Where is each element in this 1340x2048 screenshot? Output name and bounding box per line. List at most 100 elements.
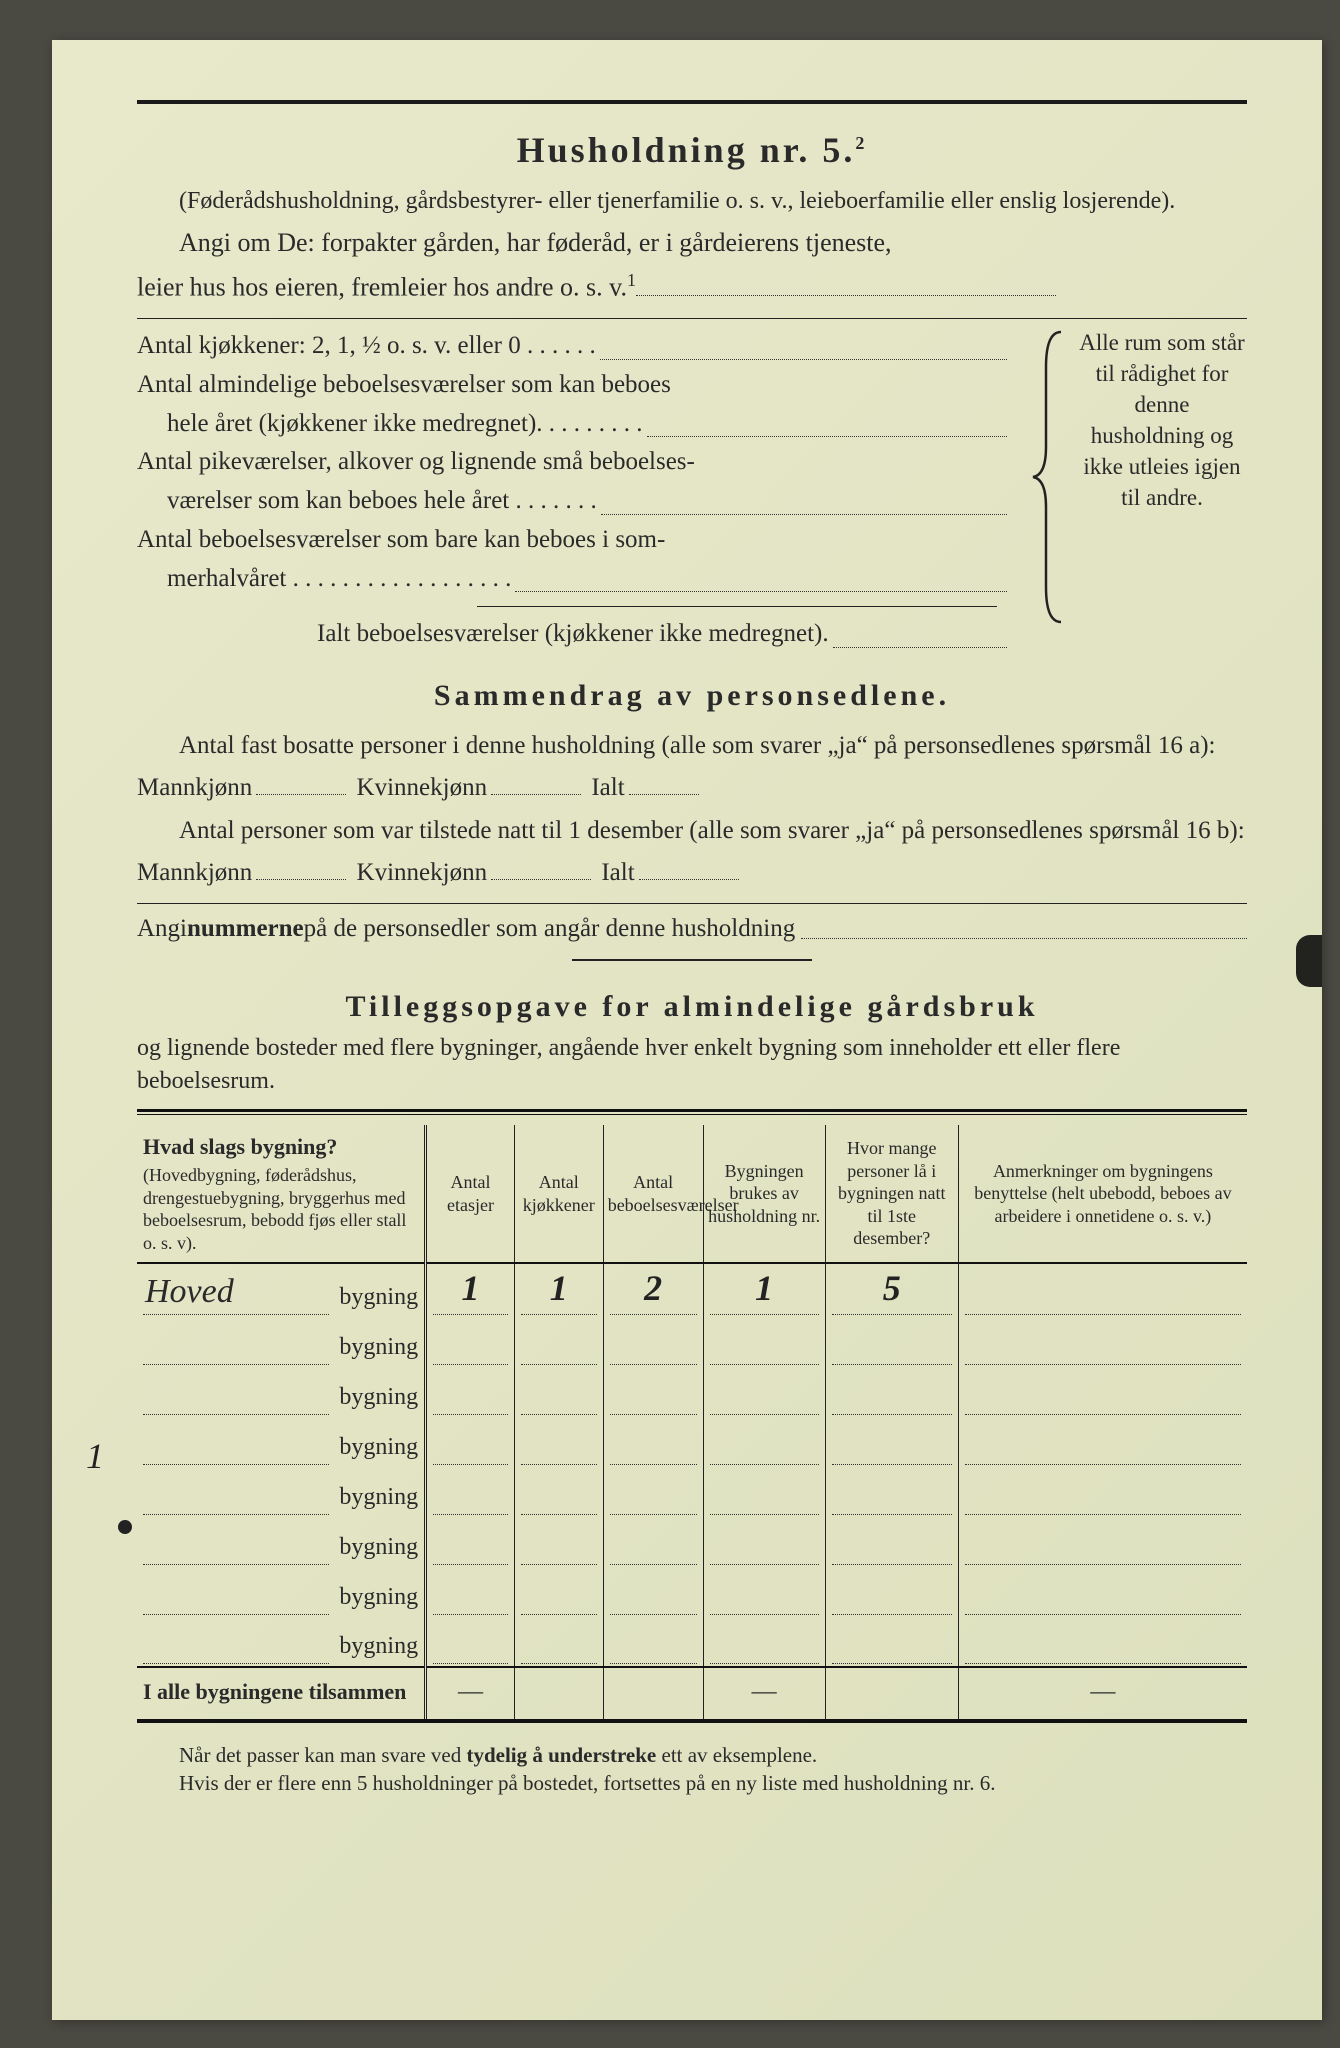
table-cell <box>958 1367 1247 1417</box>
cell-bygning-name: bygning <box>137 1317 426 1367</box>
table-cell <box>703 1417 825 1467</box>
handwritten-margin-mark: 1 <box>86 1432 104 1481</box>
handwritten-value: 5 <box>883 1268 901 1308</box>
col-sub: Hvor mange personer lå i bygningen natt … <box>838 1138 945 1248</box>
dotted-underline <box>433 1364 508 1365</box>
total-cell <box>603 1667 703 1721</box>
table-row: bygning <box>137 1417 1247 1467</box>
angi-paragraph: Angi om De: forpakter gården, har føderå… <box>137 221 1247 310</box>
table-cell: 1 <box>703 1263 825 1317</box>
blank-mann <box>256 879 346 880</box>
divider <box>137 903 1247 904</box>
dotted-underline <box>965 1464 1241 1465</box>
dotted-underline <box>610 1414 697 1415</box>
handwritten-text: Hoved <box>145 1269 234 1315</box>
dotted-underline <box>832 1464 952 1465</box>
dotted-underline <box>143 1364 329 1365</box>
dotted-underline <box>433 1614 508 1615</box>
table-cell <box>514 1617 603 1667</box>
dotted-underline <box>710 1614 819 1615</box>
kitchen-line: hele året (kjøkkener ikke medregnet). . … <box>167 405 643 444</box>
bygning-suffix: bygning <box>339 1481 418 1513</box>
dotted-underline <box>965 1663 1241 1664</box>
total-dash: — <box>958 1667 1247 1721</box>
dotted-underline <box>832 1514 952 1515</box>
cell-bygning-name: Hovedbygning <box>137 1263 426 1317</box>
dotted-underline <box>143 1464 329 1465</box>
table-cell <box>958 1517 1247 1567</box>
table-cell <box>703 1467 825 1517</box>
dotted-underline <box>143 1414 329 1415</box>
table-cell <box>603 1617 703 1667</box>
table-cell <box>426 1567 515 1617</box>
table-cell <box>825 1467 958 1517</box>
dotted-underline <box>710 1663 819 1664</box>
foot-bold: tydelig å understreke <box>466 1743 656 1767</box>
dotted-underline <box>143 1614 329 1615</box>
handwritten-value: 2 <box>644 1268 662 1308</box>
dotted-underline <box>521 1614 597 1615</box>
blank-ialt <box>639 879 739 880</box>
bygning-table: Hvad slags bygning? (Hovedbygning, føder… <box>137 1125 1247 1723</box>
table-cell <box>958 1617 1247 1667</box>
dotted-underline <box>433 1514 508 1515</box>
dotted-underline <box>965 1314 1241 1315</box>
dotted-blank <box>833 615 1007 648</box>
sammendrag-p1: Antal fast bosatte personer i denne hush… <box>137 725 1247 810</box>
col-header-anmerkninger: Anmerkninger om bygningens benyttelse (h… <box>958 1125 1247 1264</box>
dotted-underline <box>832 1364 952 1365</box>
tillegg-desc: og lignende bosteder med flere bygninger… <box>137 1032 1247 1099</box>
dotted-underline <box>610 1364 697 1365</box>
table-cell <box>426 1317 515 1367</box>
dotted-underline <box>610 1663 697 1664</box>
bygning-suffix: bygning <box>339 1581 418 1613</box>
bygning-suffix: bygning <box>339 1431 418 1463</box>
top-divider <box>137 100 1247 104</box>
table-cell <box>958 1417 1247 1467</box>
dotted-blank <box>636 295 1056 296</box>
foot-post: ett av eksemplene. <box>656 1743 817 1767</box>
dotted-underline <box>521 1414 597 1415</box>
dotted-underline <box>433 1314 508 1315</box>
table-cell <box>514 1317 603 1367</box>
table-cell <box>603 1417 703 1467</box>
table-row: bygning <box>137 1567 1247 1617</box>
dotted-underline <box>610 1314 697 1315</box>
nummerne-row: Angi nummerne på de personsedler som ang… <box>137 912 1247 946</box>
cell-bygning-name: bygning <box>137 1367 426 1417</box>
table-row: bygning <box>137 1367 1247 1417</box>
table-cell: 5 <box>825 1263 958 1317</box>
dotted-underline <box>965 1614 1241 1615</box>
handwritten-value: 1 <box>461 1268 479 1308</box>
dotted-underline <box>710 1564 819 1565</box>
dotted-blank <box>801 912 1247 940</box>
table-row: bygning <box>137 1617 1247 1667</box>
table-row: Hovedbygning11215 <box>137 1263 1247 1317</box>
dotted-blank <box>600 327 1007 360</box>
table-cell <box>958 1467 1247 1517</box>
dotted-underline <box>143 1564 329 1565</box>
kv-label: Kvinnekjønn <box>357 774 488 801</box>
kitchen-left: Antal kjøkkener: 2, 1, ½ o. s. v. eller … <box>137 327 1007 654</box>
kitchen-section: Antal kjøkkener: 2, 1, ½ o. s. v. eller … <box>137 327 1247 654</box>
dotted-underline <box>832 1414 952 1415</box>
kitchen-line: Antal beboelsesværelser som bare kan beb… <box>137 521 665 560</box>
kitchen-total: Ialt beboelsesværelser (kjøkkener ikke m… <box>317 615 829 654</box>
table-cell <box>825 1517 958 1567</box>
table-cell <box>426 1617 515 1667</box>
table-cell <box>514 1567 603 1617</box>
col-sub: Antal kjøkkener <box>523 1172 595 1215</box>
dotted-underline <box>610 1564 697 1565</box>
table-cell <box>426 1467 515 1517</box>
table-cell <box>603 1467 703 1517</box>
dotted-underline <box>521 1364 597 1365</box>
col-header-vaerelser: Antal beboelsesværelser <box>603 1125 703 1264</box>
dotted-underline <box>710 1414 819 1415</box>
table-header-row: Hvad slags bygning? (Hovedbygning, føder… <box>137 1125 1247 1264</box>
short-center-rule <box>572 959 812 961</box>
table-cell <box>825 1317 958 1367</box>
total-cell <box>825 1667 958 1721</box>
cell-bygning-name: bygning <box>137 1467 426 1517</box>
cell-bygning-name: bygning <box>137 1517 426 1567</box>
ialt-label: Ialt <box>591 774 624 801</box>
